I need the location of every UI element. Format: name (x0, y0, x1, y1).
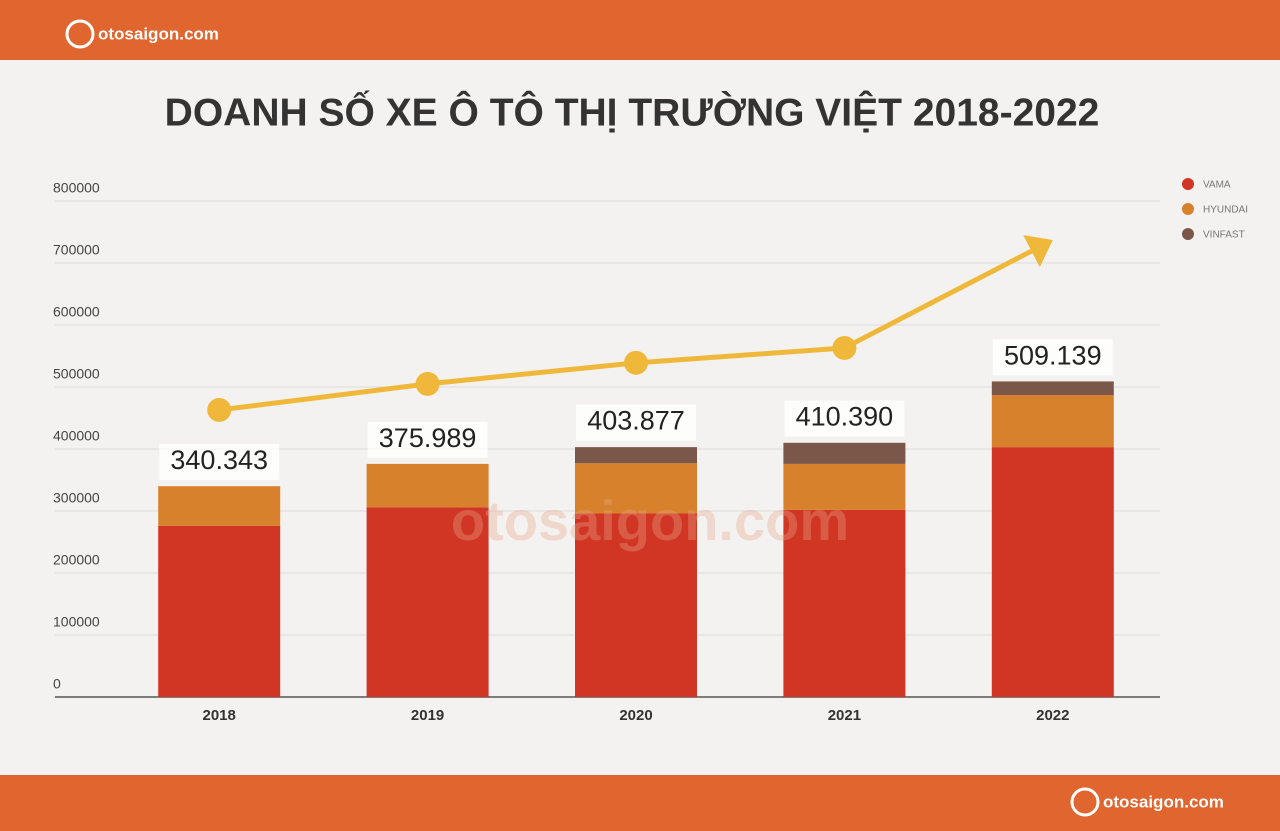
legend-label: VINFAST (1203, 230, 1245, 241)
y-tick-label: 600000 (53, 304, 100, 320)
y-tick-label: 300000 (53, 490, 100, 506)
bar-segment (783, 463, 906, 510)
footer-bar (0, 775, 1280, 831)
trend-arrowhead (1023, 235, 1053, 268)
total-label-bg (576, 404, 696, 441)
bar-segment (991, 395, 1114, 448)
trend-point (832, 335, 857, 360)
bar-segment (991, 381, 1114, 396)
watermark: otosaigon.com (451, 489, 849, 552)
total-label: 410.390 (796, 402, 894, 432)
x-tick-label: 2022 (1036, 707, 1069, 724)
y-tick-label: 700000 (53, 242, 100, 258)
bar-segment (575, 447, 697, 464)
x-tick-label: 2020 (619, 707, 652, 724)
bar-segment (991, 447, 1114, 697)
trend-point (207, 397, 232, 422)
header-logo: otosaigon.com (98, 24, 219, 43)
legend-swatch (1182, 178, 1194, 190)
total-label: 375.989 (379, 423, 477, 453)
y-tick-label: 0 (53, 676, 61, 692)
y-tick-label: 200000 (53, 552, 100, 568)
total-label: 509.139 (1004, 340, 1102, 370)
trend-point (624, 350, 648, 375)
bar-segment (783, 509, 906, 697)
footer-logo: otosaigon.com (1103, 792, 1224, 811)
bar-segment (575, 463, 697, 514)
plot: 0 100000 200000 300000 400000 500000 600000 700… (53, 178, 1248, 724)
logo-icon (65, 19, 95, 49)
logo-icon (1070, 787, 1100, 817)
total-label-bg (367, 421, 488, 458)
total-label-bg (159, 443, 280, 480)
legend-swatch (1182, 228, 1194, 240)
bar-segment (366, 463, 489, 508)
x-tick-label: 2019 (411, 707, 444, 724)
y-tick-label: 800000 (53, 180, 100, 196)
total-label: 340.343 (170, 445, 268, 475)
total-label-bg (992, 339, 1113, 376)
x-tick-label: 2018 (203, 707, 236, 724)
legend-label: VAMA (1203, 180, 1231, 191)
chart-title: DOANH SỐ XE Ô TÔ THỊ TRƯỜNG VIỆT 2018-20… (165, 89, 1100, 134)
header-bar (0, 0, 1280, 60)
y-tick-label: 100000 (53, 614, 100, 630)
y-tick-label: 400000 (53, 428, 100, 444)
legend-swatch (1182, 203, 1194, 215)
total-label-bg (784, 400, 905, 437)
total-label: 403.877 (587, 406, 685, 436)
bar-segment (783, 442, 906, 464)
trend-point (415, 371, 440, 396)
x-tick-label: 2021 (828, 707, 861, 724)
bar-segment (575, 513, 697, 697)
y-tick-label: 500000 (53, 366, 100, 382)
bar-segment (158, 486, 281, 526)
legend-label: HYUNDAI (1203, 205, 1248, 216)
bar-segment (366, 507, 489, 697)
bar-segment (158, 525, 281, 697)
